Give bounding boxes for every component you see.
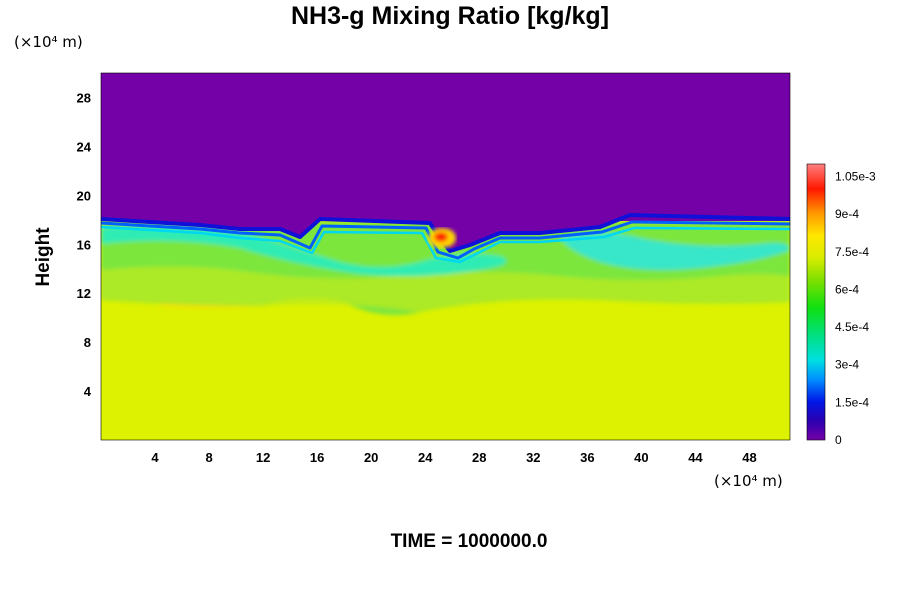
y-tick-label: 4 bbox=[84, 384, 92, 399]
colorbar-tick-label: 7.5e-4 bbox=[835, 245, 869, 259]
x-tick-label: 28 bbox=[472, 450, 486, 465]
x-tick-label: 32 bbox=[526, 450, 540, 465]
y-tick-label: 12 bbox=[77, 286, 91, 301]
chart-title: NH3-g Mixing Ratio [kg/kg] bbox=[290, 2, 610, 30]
y-ticks: 4 8 12 16 20 24 28 bbox=[77, 90, 92, 399]
y-tick-label: 16 bbox=[77, 237, 91, 252]
y-tick-label: 28 bbox=[77, 90, 91, 105]
colorbar-tick-label: 1.5e-4 bbox=[835, 395, 869, 409]
blue-contour bbox=[101, 220, 790, 260]
x-tick-label: 20 bbox=[364, 450, 378, 465]
heatmap-field bbox=[101, 73, 790, 440]
colorbar-tick-label: 4.5e-4 bbox=[835, 320, 869, 334]
x-axis-unit: (×10⁴ m) bbox=[714, 472, 783, 490]
x-tick-label: 8 bbox=[205, 450, 212, 465]
cyan-contour bbox=[101, 225, 790, 264]
y-tick-label: 24 bbox=[77, 139, 92, 154]
x-tick-label: 12 bbox=[256, 450, 270, 465]
x-tick-label: 48 bbox=[742, 450, 756, 465]
x-tick-label: 36 bbox=[580, 450, 594, 465]
time-footer: TIME = 1000000.0 bbox=[390, 531, 548, 552]
colorbar-tick-label: 1.05e-3 bbox=[835, 170, 876, 184]
colorbar bbox=[806, 163, 826, 441]
y-tick-label: 8 bbox=[84, 335, 91, 350]
colorbar-tick-label: 6e-4 bbox=[835, 282, 859, 296]
x-tick-label: 40 bbox=[634, 450, 648, 465]
upper-interface bbox=[101, 73, 790, 250]
x-tick-label: 4 bbox=[151, 450, 159, 465]
y-tick-label: 20 bbox=[77, 188, 91, 203]
colorbar-tick-label: 3e-4 bbox=[835, 358, 859, 372]
x-tick-label: 16 bbox=[310, 450, 324, 465]
cyan-region-right bbox=[560, 233, 790, 270]
mixed-layer-lime bbox=[101, 266, 790, 312]
x-tick-label: 44 bbox=[688, 450, 703, 465]
colorbar-tick-label: 0 bbox=[835, 433, 842, 447]
y-axis-unit: (×10⁴ m) bbox=[14, 33, 83, 51]
local-maximum bbox=[428, 228, 456, 248]
x-tick-label: 24 bbox=[418, 450, 433, 465]
colorbar-ticks: 0 1.5e-4 3e-4 4.5e-4 6e-4 7.5e-4 9e-4 1.05e-3 bbox=[835, 170, 876, 447]
x-ticks: 4 8 12 16 20 24 28 32 36 40 44 48 bbox=[151, 450, 756, 465]
colorbar-tick-label: 9e-4 bbox=[835, 207, 859, 221]
plot-frame bbox=[100, 72, 791, 441]
